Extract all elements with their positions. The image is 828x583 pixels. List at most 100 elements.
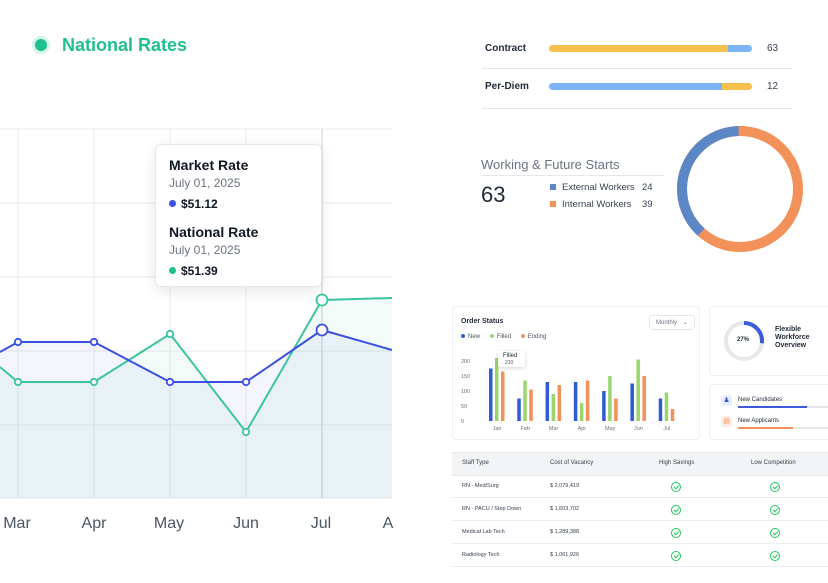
bar-filled-may[interactable]	[608, 376, 612, 421]
contract-bar-segment-1	[549, 45, 728, 52]
national-rates-legend-dot	[35, 39, 47, 51]
legend-filled-dot	[489, 334, 494, 339]
new-applicants-fill	[738, 427, 794, 429]
table-row[interactable]: Radiology Tech $ 1,061,926	[452, 544, 828, 567]
tooltip-market-value-row: $51.12	[169, 195, 218, 213]
order-status-card: Order Status Monthly ⌄ New Filled Ending…	[452, 306, 700, 440]
national-rates-legend-label[interactable]: National Rates	[62, 35, 188, 55]
vacancy-table: Staff Type Cost of Vacancy High Savings …	[452, 452, 828, 583]
rate-divider	[482, 68, 792, 69]
flex-progress-ring	[724, 321, 764, 361]
legend-new-label: New	[468, 334, 481, 340]
x-tick-label: Jul	[663, 426, 670, 432]
external-workers-swatch	[550, 184, 556, 191]
internal-workers-swatch	[550, 201, 556, 208]
starts-title-underline	[481, 175, 664, 176]
per-diem-label: Per-Diem	[485, 81, 529, 92]
candidates-card: ♟ New Candidates ▤ New Applicants	[709, 384, 828, 440]
rate-tooltip: Market Rate July 01, 2025 $51.12 Nationa…	[155, 144, 322, 287]
bar-ending-jan[interactable]	[501, 371, 505, 422]
bar-ending-jun[interactable]	[642, 376, 646, 421]
rate-line-chart	[0, 128, 393, 499]
row-cost: $ 1,603,702	[550, 506, 580, 512]
x-tick-label: Feb	[521, 426, 530, 432]
x-tick-label: Mar	[549, 426, 559, 432]
per-diem-bar-segment-2	[721, 83, 752, 90]
bar-new-jun[interactable]	[630, 383, 634, 422]
document-icon: ▤	[721, 416, 732, 427]
y-tick-label: 100	[461, 389, 470, 395]
bar-ending-may[interactable]	[614, 398, 618, 422]
bar-new-jul[interactable]	[658, 398, 663, 422]
bar-ending-jul[interactable]	[670, 409, 675, 421]
col-high-savings[interactable]: High Savings	[659, 460, 695, 466]
bar-new-apr[interactable]	[573, 382, 578, 421]
bar-filled-jul[interactable]	[664, 392, 669, 422]
order-bar-chart: 200 150 100 50 0 Jan Feb Mar Apr May Jun Jul	[461, 358, 675, 432]
month-label-may: May	[153, 515, 185, 532]
new-applicants-label[interactable]: New Applicants	[738, 418, 780, 424]
low-competition-check-icon	[770, 505, 780, 515]
legend-new-dot	[461, 334, 465, 339]
low-competition-check-icon	[770, 482, 780, 492]
contract-count: 63	[767, 43, 779, 54]
period-select[interactable]: Monthly ⌄	[649, 315, 695, 330]
chevron-down-icon: ⌄	[682, 320, 688, 326]
market-rate-area	[0, 330, 392, 498]
col-staff-type[interactable]: Staff Type	[462, 460, 489, 466]
bar-filled-feb[interactable]	[523, 380, 527, 422]
bar-filled-apr[interactable]	[579, 403, 584, 421]
internal-workers-item: Internal Workers	[550, 199, 632, 210]
per-diem-bar-segment-1	[549, 83, 722, 90]
high-savings-check-icon	[671, 528, 681, 538]
tooltip-market-value: $51.12	[181, 197, 218, 211]
bar-new-may[interactable]	[602, 391, 606, 421]
external-workers-count: 24	[642, 182, 653, 193]
bar-new-mar[interactable]	[545, 382, 550, 421]
y-tick-label: 200	[461, 359, 470, 365]
bar-filled-mar[interactable]	[551, 394, 556, 421]
row-staff-type: Medical Lab Tech	[462, 529, 505, 535]
bar-filled-jan[interactable]	[495, 358, 499, 421]
flex-workforce-card: 27% Flexible Workforce Overview	[709, 306, 828, 376]
period-select-value: Monthly	[656, 320, 678, 326]
new-applicants-track	[738, 427, 828, 429]
order-tooltip-label: Filled	[503, 353, 518, 359]
bar-ending-mar[interactable]	[557, 385, 562, 421]
bar-new-jan[interactable]	[489, 368, 493, 422]
rate-divider-2	[482, 108, 792, 109]
starts-total: 63	[481, 182, 506, 207]
new-candidates-label[interactable]: New Candidates	[738, 397, 783, 403]
low-competition-check-icon	[770, 551, 780, 561]
table-row[interactable]: RN - PACU / Step Down $ 1,603,702	[452, 498, 828, 521]
order-tooltip: Filled 210	[498, 351, 525, 367]
table-row[interactable]: Medical Lab Tech $ 1,289,388	[452, 521, 828, 544]
per-diem-count: 12	[767, 81, 779, 92]
legend-ending-label: Ending	[527, 334, 547, 340]
starts-title: Working & Future Starts	[481, 157, 620, 172]
col-low-competition[interactable]: Low Competition	[751, 460, 796, 466]
table-row[interactable]: RN - Med/Surg $ 2,079,419	[452, 475, 828, 498]
per-diem-bar	[549, 83, 752, 90]
internal-workers-count: 39	[642, 199, 653, 210]
high-savings-check-icon	[671, 505, 681, 515]
bar-filled-jun[interactable]	[636, 359, 640, 422]
bar-new-feb[interactable]	[517, 398, 521, 422]
order-status-title: Order Status	[461, 318, 504, 325]
market-rate-dot	[169, 200, 176, 208]
tooltip-national-value: $51.39	[181, 264, 218, 278]
tooltip-national-date: July 01, 2025	[169, 243, 241, 257]
col-cost-of-vacancy[interactable]: Cost of Vacancy	[550, 460, 594, 466]
contract-bar-segment-2	[727, 45, 752, 52]
national-rate-dot	[169, 267, 176, 275]
month-label-aug: A	[382, 515, 394, 532]
flex-percent: 27%	[737, 337, 750, 343]
month-label-jun: Jun	[233, 515, 259, 532]
tooltip-national-value-row: $51.39	[169, 262, 218, 280]
row-cost: $ 1,289,388	[550, 529, 580, 535]
bar-ending-apr[interactable]	[585, 380, 590, 422]
bar-ending-feb[interactable]	[529, 389, 533, 422]
table-header: Staff Type Cost of Vacancy High Savings …	[452, 452, 828, 476]
x-tick-label: Jun	[634, 426, 643, 432]
y-tick-label: 0	[461, 419, 464, 425]
